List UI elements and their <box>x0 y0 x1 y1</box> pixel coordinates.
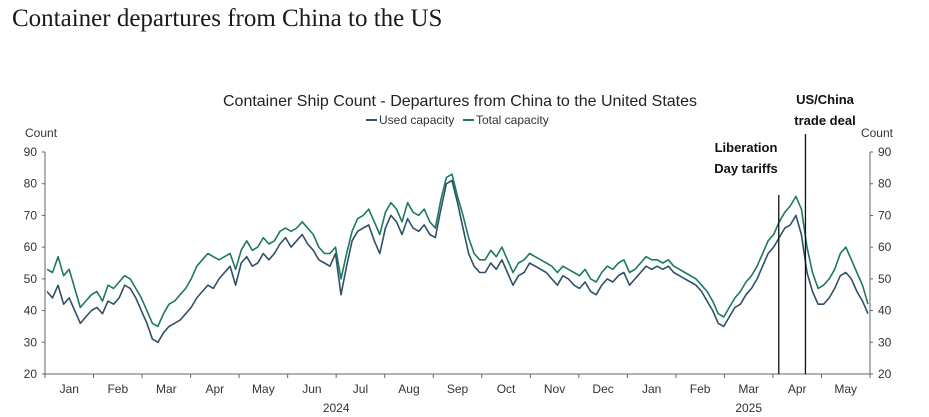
x-year-label: 2024 <box>323 401 350 415</box>
y-tick-label-left: 30 <box>24 335 38 349</box>
x-tick-label: Mar <box>156 382 177 396</box>
y-tick-label-left: 50 <box>24 272 38 286</box>
legend: Used capacity Total capacity <box>366 113 549 127</box>
x-tick-label: Jan <box>642 382 661 396</box>
x-tick-label: Aug <box>398 382 419 396</box>
x-tick-label: Dec <box>592 382 613 396</box>
y-tick-label-right: 80 <box>878 177 892 191</box>
series-lines <box>46 173 869 344</box>
annotations: Liberation Day tariffs US/China trade deal <box>714 92 856 374</box>
x-tick-label: Apr <box>206 382 225 396</box>
y-tick-label-left: 60 <box>24 240 38 254</box>
series-line-total-capacity <box>46 173 869 328</box>
x-tick-label: Apr <box>788 382 807 396</box>
legend-label-total: Total capacity <box>476 113 549 127</box>
legend-label-used: Used capacity <box>379 113 454 127</box>
x-tick-label: May <box>834 382 857 396</box>
x-tick-label: Feb <box>690 382 711 396</box>
page-title: Container departures from China to the U… <box>12 5 443 32</box>
x-tick-label: Sep <box>447 382 469 396</box>
x-year-label: 2025 <box>735 401 762 415</box>
y-tick-label-right: 70 <box>878 208 892 222</box>
y-axis-title-left: Count <box>25 126 58 140</box>
x-tick-label: Jul <box>353 382 368 396</box>
annotation-label-liberation-day: Liberation <box>715 140 778 155</box>
y-tick-label-right: 20 <box>878 367 892 381</box>
y-tick-label-right: 50 <box>878 272 892 286</box>
y-axis-title-right: Count <box>861 126 894 140</box>
x-tick-label: May <box>252 382 275 396</box>
y-tick-label-left: 40 <box>24 304 38 318</box>
x-tick-label: Feb <box>107 382 128 396</box>
chart-title: Container Ship Count - Departures from C… <box>223 93 697 110</box>
x-tick-label: Nov <box>544 382 565 396</box>
y-tick-label-right: 60 <box>878 240 892 254</box>
y-tick-label-right: 40 <box>878 304 892 318</box>
y-tick-label-right: 90 <box>878 145 892 159</box>
annotation-label-trade-deal: trade deal <box>794 113 855 128</box>
x-tick-label: Oct <box>497 382 516 396</box>
x-tick-label: Jan <box>60 382 79 396</box>
x-tick-label: Jun <box>302 382 321 396</box>
annotation-label-trade-deal: US/China <box>796 92 855 107</box>
y-tick-label-right: 30 <box>878 335 892 349</box>
series-line-used-capacity <box>46 179 869 344</box>
annotation-label-liberation-day: Day tariffs <box>714 161 778 176</box>
axes: 20 20 30 30 40 40 50 50 60 60 70 70 80 80 90 90 Jan Feb Ma… <box>24 145 892 415</box>
y-tick-label-left: 70 <box>24 208 38 222</box>
x-tick-label: Mar <box>738 382 759 396</box>
y-tick-label-left: 20 <box>24 367 38 381</box>
y-tick-label-left: 90 <box>24 145 38 159</box>
y-tick-label-left: 80 <box>24 177 38 191</box>
